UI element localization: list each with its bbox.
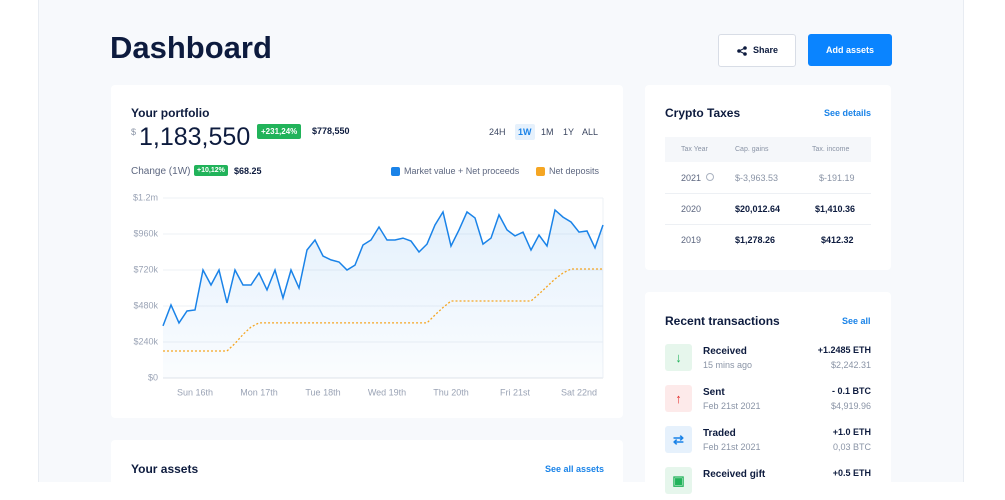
portfolio-value: 1,183,550 [139, 123, 251, 151]
change-period-badge: +10,12% [194, 165, 228, 176]
period-button[interactable]: 24H [489, 127, 506, 137]
tx-value: 0,03 BTC [832, 442, 871, 452]
page: Dashboard Share Add assets Your portfoli… [38, 0, 964, 494]
taxes-card: Crypto Taxes See details Tax Year Cap. g… [645, 85, 891, 270]
tx-time: Feb 21st 2021 [703, 401, 761, 411]
y-tick-label: $1.2m [133, 192, 158, 202]
base-value: $778,550 [312, 126, 350, 136]
tax-income: $-191.19 [819, 173, 855, 183]
tax-year: 2020 [681, 204, 702, 214]
y-tick-label: $960k [133, 228, 158, 238]
sent-icon: ↑ [665, 385, 692, 412]
period-button[interactable]: 1M [541, 127, 554, 137]
change-value: $68.25 [234, 166, 262, 176]
x-tick-label: Mon 17th [240, 387, 278, 397]
area [163, 210, 603, 378]
tx-time: 15 mins ago [703, 360, 753, 370]
line [163, 268, 603, 352]
column-header: Tax Year [681, 146, 708, 153]
see-all-link[interactable]: See all [842, 316, 871, 326]
transactions-card: Recent transactions See all ↓ Received 1… [645, 292, 891, 494]
share-button[interactable]: Share [718, 34, 796, 67]
tx-amount: +0.5 ETH [832, 468, 871, 478]
tax-income: $1,410.36 [815, 204, 856, 214]
tx-type: Received gift [703, 469, 766, 480]
portfolio-chart: $0 $240k $480k $720k $960k $1.2m Sun 16th Mon 1… [133, 192, 604, 397]
share-label: Share [753, 45, 779, 55]
tax-income: $412.32 [821, 235, 854, 245]
legend-swatch [536, 167, 545, 176]
tx-time: Feb 21st 2021 [703, 442, 761, 452]
x-tick-label: Fri 21st [500, 387, 531, 397]
taxes-title: Crypto Taxes [665, 106, 741, 120]
period-button[interactable]: ALL [582, 127, 599, 137]
row-divider [665, 224, 871, 225]
x-tick-label: Sun 16th [177, 387, 213, 397]
x-tick-label: Wed 19th [368, 387, 406, 397]
portfolio-card: Your portfolio $ 1,183,550 +231,24% $778… [111, 85, 623, 418]
portfolio-title: Your portfolio [131, 106, 210, 120]
page-title: Dashboard [110, 30, 272, 65]
line [162, 208, 604, 327]
y-tick-label: $0 [148, 372, 158, 382]
cap-gains: $1,278.26 [735, 235, 776, 245]
see-all-assets-link[interactable]: See all assets [545, 464, 605, 474]
gift-icon: ▣ [665, 467, 692, 494]
tx-amount: +1.0 ETH [832, 427, 871, 437]
transactions-title: Recent transactions [665, 314, 780, 328]
cap-gains: $-3,963.53 [735, 173, 779, 183]
column-header: Tax. income [812, 146, 850, 153]
add-assets-button[interactable]: Add assets [808, 34, 892, 66]
row-divider [665, 193, 871, 194]
legend-label: Net deposits [549, 166, 600, 176]
y-tick-label: $240k [133, 336, 158, 346]
received-icon: ↓ [665, 344, 692, 371]
tx-amount: - 0.1 BTC [831, 386, 871, 396]
traded-icon: ⇄ [665, 426, 692, 453]
change-badge: +231,24% [257, 124, 302, 139]
assets-card: Your assets See all assets [111, 440, 623, 500]
tax-year: 2019 [681, 235, 702, 245]
x-tick-label: Sat 22nd [561, 387, 597, 397]
table-header [665, 137, 871, 162]
tx-value: $4,919.96 [830, 401, 871, 411]
tx-value: $2,242.31 [830, 360, 871, 370]
y-tick-label: $720k [133, 264, 158, 274]
currency: $ [131, 127, 137, 137]
period-button[interactable]: 1Y [563, 127, 575, 137]
share-icon [737, 46, 747, 56]
tx-type: Traded [703, 428, 736, 439]
add-assets-label: Add assets [826, 45, 875, 55]
tx-type: Sent [703, 387, 725, 398]
legend-label: Market value + Net proceeds [404, 166, 520, 176]
legend-swatch [391, 167, 400, 176]
see-details-link[interactable]: See details [824, 108, 872, 118]
cap-gains: $20,012.64 [735, 204, 781, 214]
y-tick-label: $480k [133, 300, 158, 310]
tx-type: Received [703, 346, 747, 357]
tax-year: 2021 [681, 173, 702, 183]
tx-amount: +1.2485 ETH [817, 345, 871, 355]
change-label: Change (1W) [131, 166, 191, 177]
assets-title: Your assets [131, 462, 199, 476]
column-header: Cap. gains [735, 146, 769, 153]
x-tick-label: Tue 18th [305, 387, 340, 397]
x-tick-label: Thu 20th [433, 387, 469, 397]
period-button[interactable]: 1W [515, 124, 535, 140]
info-icon[interactable] [706, 173, 714, 181]
